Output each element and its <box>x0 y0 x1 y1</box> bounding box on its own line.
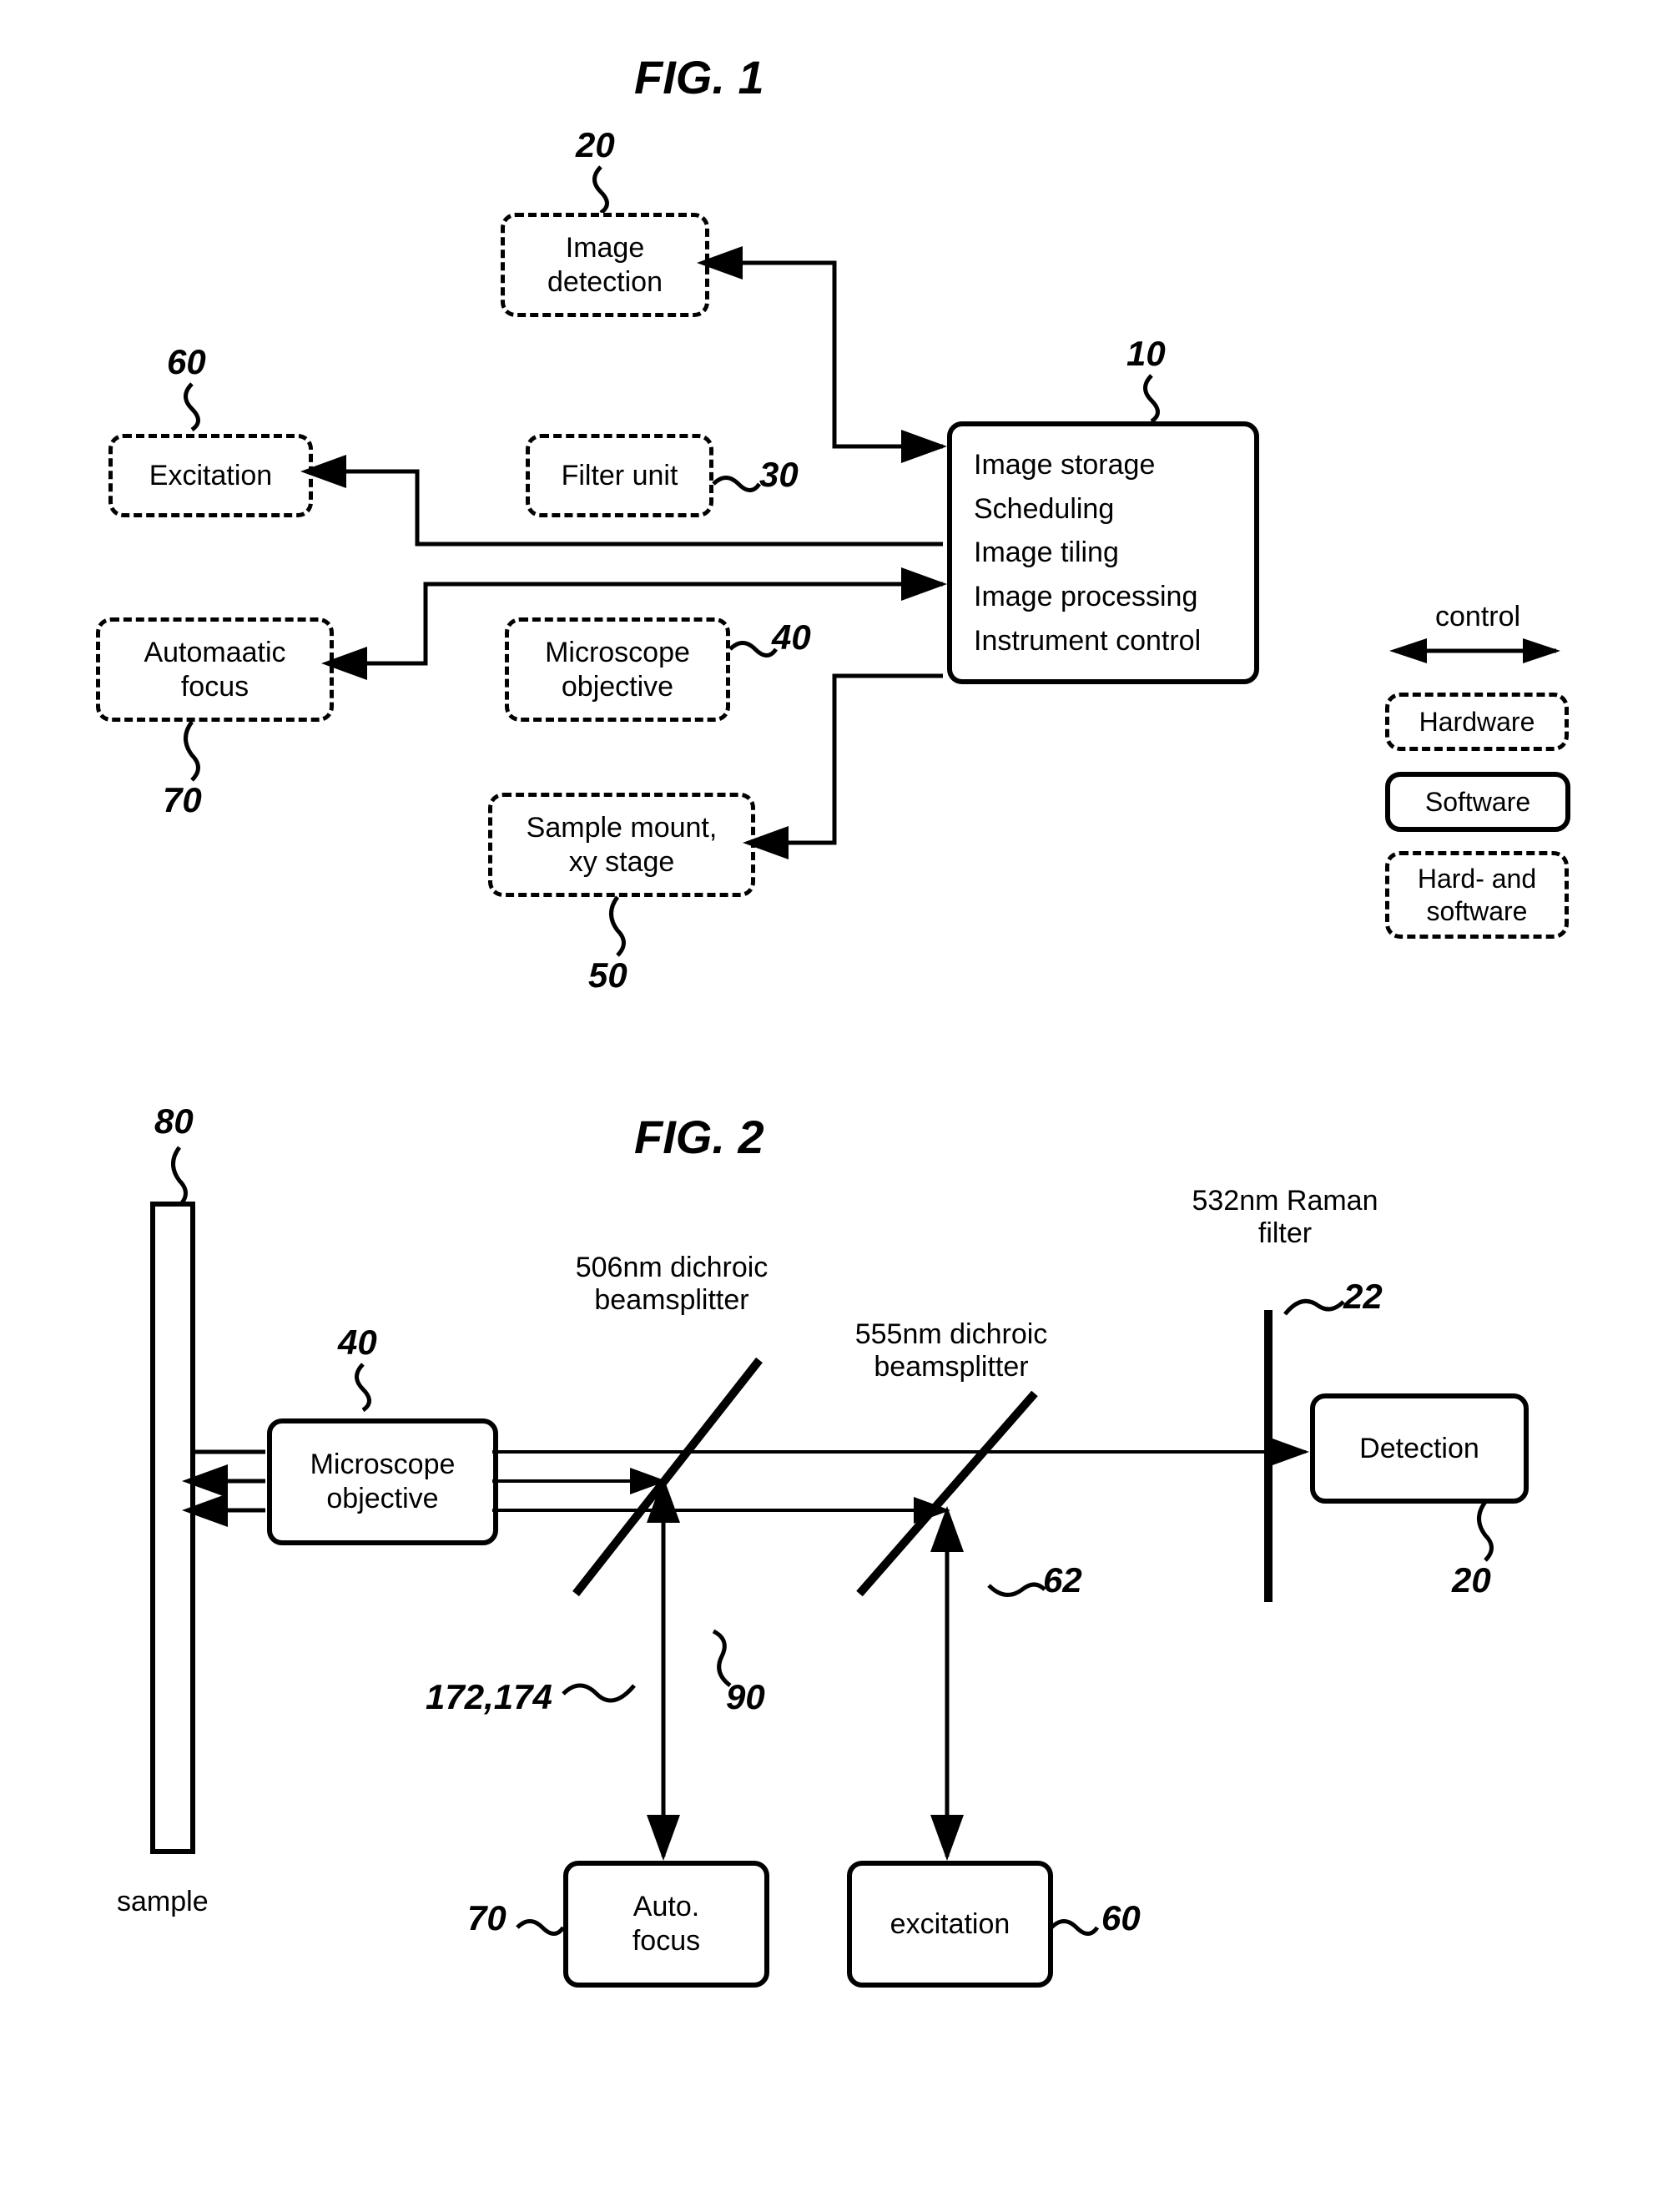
af-l2: focus <box>632 1924 700 1958</box>
sample-label: sample <box>117 1886 209 1918</box>
legend-hardsoft-box: Hard- and software <box>1385 851 1569 939</box>
ref-22: 22 <box>1343 1277 1383 1317</box>
microscope-obj-l1: Microscope <box>545 636 690 670</box>
squiggle-22 <box>1281 1285 1348 1327</box>
excitation-box: Excitation <box>108 434 313 517</box>
squiggle-60-f2 <box>1047 1911 1106 1944</box>
autofocus-f2: Auto. focus <box>563 1861 769 1988</box>
auto-focus-box: Automaatic focus <box>96 617 334 722</box>
af-l1: Auto. <box>633 1890 699 1924</box>
filter-unit-label: Filter unit <box>562 459 678 493</box>
ref-70: 70 <box>163 780 202 820</box>
squiggle-40-f2 <box>346 1360 396 1418</box>
raman-label: 532nm Raman filter <box>1177 1185 1393 1250</box>
filter-unit-box: Filter unit <box>526 434 713 517</box>
software-box: Image storage Scheduling Image tiling Im… <box>947 421 1259 684</box>
ref-172: 172,174 <box>426 1677 552 1717</box>
ref-20: 20 <box>576 125 615 165</box>
sample-mount-l1: Sample mount, <box>527 811 718 845</box>
legend-hardware-box: Hardware <box>1385 693 1569 751</box>
detection-box: Detection <box>1310 1393 1529 1504</box>
sw-line-3: Image processing <box>974 575 1232 619</box>
auto-focus-l2: focus <box>181 670 249 704</box>
raman-l1: 532nm Raman <box>1177 1185 1393 1217</box>
mo-f2-l2: objective <box>326 1482 438 1516</box>
sw-line-0: Image storage <box>974 443 1232 487</box>
legend-hardsoft1: Hard- and <box>1418 863 1536 894</box>
image-detection-box: Image detection <box>501 213 709 317</box>
ref-60-f2: 60 <box>1101 1898 1141 1938</box>
sample-bar <box>150 1202 195 1854</box>
bs2-l1: 555nm dichroic <box>834 1318 1068 1351</box>
fig2-geometry <box>33 33 1619 2203</box>
detection-label: Detection <box>1359 1432 1479 1466</box>
sample-mount-box: Sample mount, xy stage <box>488 793 755 897</box>
bs2-label: 555nm dichroic beamsplitter <box>834 1318 1068 1383</box>
sw-line-1: Scheduling <box>974 487 1232 532</box>
bs1-l1: 506nm dichroic <box>555 1252 789 1284</box>
sw-line-2: Image tiling <box>974 531 1232 575</box>
sample-mount-l2: xy stage <box>569 845 675 879</box>
ref-70-f2: 70 <box>467 1898 506 1938</box>
ref-40: 40 <box>772 617 811 658</box>
legend-hardsoft2: software <box>1427 895 1528 927</box>
legend-hardware: Hardware <box>1419 706 1535 738</box>
ref-30: 30 <box>759 455 799 495</box>
legend-control-arrow <box>1385 634 1569 668</box>
sw-line-4: Instrument control <box>974 619 1232 663</box>
squiggle-50 <box>601 893 651 960</box>
excitation-f2: excitation <box>847 1861 1053 1988</box>
ref-60: 60 <box>167 342 206 382</box>
microscope-obj-f2: Microscope objective <box>267 1418 498 1545</box>
bs1-l2: beamsplitter <box>555 1284 789 1317</box>
fig2-title: FIG. 2 <box>634 1110 764 1164</box>
ref-50: 50 <box>588 955 627 995</box>
microscope-obj-l2: objective <box>562 670 673 704</box>
legend-software: Software <box>1425 786 1530 818</box>
legend-software-box: Software <box>1385 772 1570 832</box>
squiggle-20-f2 <box>1469 1498 1519 1565</box>
mo-f2-l1: Microscope <box>310 1448 456 1482</box>
ref-80: 80 <box>154 1101 194 1141</box>
squiggle-62 <box>985 1573 1051 1615</box>
auto-focus-l1: Automaatic <box>144 636 285 670</box>
bs2-l2: beamsplitter <box>834 1351 1068 1383</box>
ref-20-f2: 20 <box>1452 1560 1491 1600</box>
bs1-label: 506nm dichroic beamsplitter <box>555 1252 789 1317</box>
ref-90: 90 <box>726 1677 765 1717</box>
legend-control-label: control <box>1435 601 1520 633</box>
exc-f2-label: excitation <box>890 1907 1010 1942</box>
ref-40-f2: 40 <box>338 1323 377 1363</box>
image-detection-l1: Image <box>566 231 645 265</box>
squiggle-70 <box>175 718 225 784</box>
microscope-obj-box: Microscope objective <box>505 617 730 722</box>
raman-l2: filter <box>1177 1217 1393 1250</box>
fig1-title: FIG. 1 <box>634 50 764 104</box>
squiggle-80 <box>163 1143 213 1210</box>
ref-10: 10 <box>1126 334 1166 374</box>
squiggle-172 <box>559 1673 643 1723</box>
ref-62: 62 <box>1043 1560 1082 1600</box>
excitation-label: Excitation <box>149 459 272 493</box>
fig1-arrows <box>33 33 1619 1035</box>
image-detection-l2: detection <box>547 265 663 300</box>
squiggle-60 <box>175 380 225 438</box>
page: FIG. 1 20 Image detection 60 Excitation … <box>33 33 1619 2161</box>
